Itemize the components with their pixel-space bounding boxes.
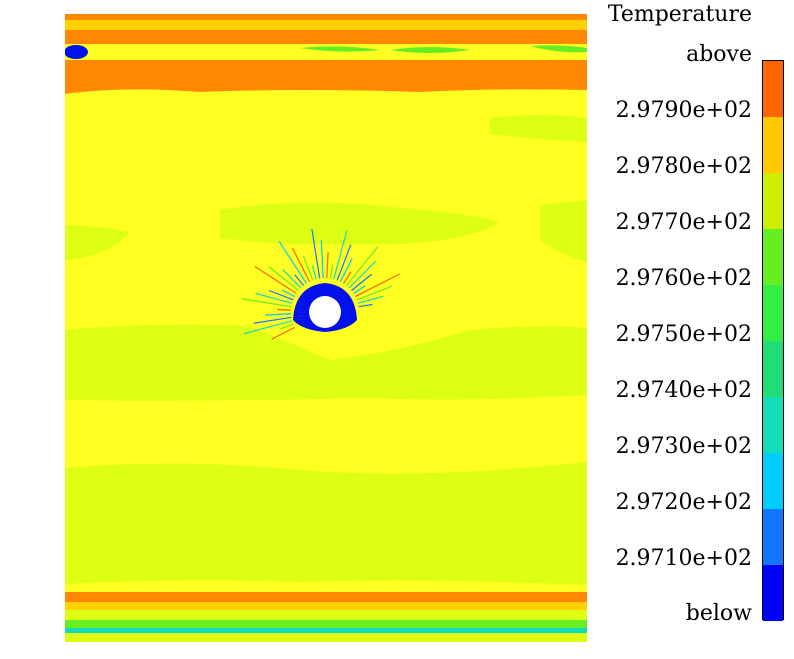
top-warm-strip [65,20,587,30]
colorbar-segment [763,228,783,285]
top-edge-band [65,14,587,20]
wake-streak [281,289,295,298]
wake-streak [358,303,373,308]
legend-title: Temperature [607,2,752,27]
colorbar-segment [763,284,783,341]
top-green-wisps [300,45,587,53]
lime-region-1 [490,115,587,142]
wake-streak [255,292,293,304]
wake-streak [243,320,293,335]
wake-streak [302,255,314,281]
wake-streak [265,313,292,316]
cylinder-obstacle [309,296,341,328]
bottom-lime-strip [65,610,587,620]
bottom-cyan-strip [65,628,587,633]
wake-streak [339,258,353,282]
colorbar-segment [763,508,783,565]
wake-streak [254,265,297,294]
wake-streak [271,326,295,340]
wake-streak [356,285,393,301]
colorbar-tick-label: 2.9740e+02 [615,378,752,403]
wake-streak [277,308,292,311]
lime-region-4 [540,200,587,262]
wake-streak [348,260,377,289]
colorbar-segment [763,564,783,621]
bottom-warm-strip [65,602,587,610]
colorbar-tick-label: 2.9770e+02 [615,210,752,235]
wake-streak [282,269,302,289]
colorbar-tick-label: 2.9790e+02 [615,98,752,123]
colorbar [762,60,784,621]
bottom-edge-lime [65,633,587,642]
colorbar-tick-label: 2.9720e+02 [615,490,752,515]
wake-streak [353,285,366,294]
top-orange-strip [65,30,587,44]
colorbar-tick-label: 2.9750e+02 [615,322,752,347]
lime-region-2 [220,202,500,245]
wake-streak [279,323,294,330]
wake-streak [294,274,305,286]
colorbar-segment [763,340,783,397]
top-hot-band [65,60,587,94]
wake-streak [253,316,292,324]
lime-region-3 [65,225,130,260]
lime-region-6 [65,462,587,585]
bottom-green-strip [65,620,587,628]
wake-streak [345,246,379,286]
wake-streak [291,247,311,282]
colorbar-tick-label: 2.9760e+02 [615,266,752,291]
colorbar-segment [763,61,783,117]
wake-streak [333,230,348,280]
bottom-hot-band [65,592,587,602]
wake-streak [351,273,373,292]
wake-streak [241,298,292,308]
wake-streak [311,228,321,279]
colorbar-tick-label: 2.9780e+02 [615,154,752,179]
colorbar-tick-label: 2.9710e+02 [615,546,752,571]
colorbar-segment [763,172,783,229]
wake-streaks [241,228,401,340]
corner-cold-spot [65,45,88,59]
wake-streak [343,271,352,284]
wake-streak [320,240,324,279]
wake-streak [278,241,307,284]
colorbar-segment [763,116,783,173]
wake-streak [268,266,299,292]
wake-streak [355,273,401,298]
colorbar-segment [763,396,783,453]
wake-streak [268,289,294,301]
wake-streak [336,244,352,281]
colorbar-segment [763,452,783,509]
wake-streak [329,264,334,279]
legend-label-above: above [686,42,752,67]
legend-label-below: below [685,601,752,626]
wake-streak [357,295,384,304]
wake-streak [326,252,329,279]
lime-region-5 [65,324,587,401]
colorbar-tick-label: 2.9730e+02 [615,434,752,459]
wake-streak [311,265,317,280]
